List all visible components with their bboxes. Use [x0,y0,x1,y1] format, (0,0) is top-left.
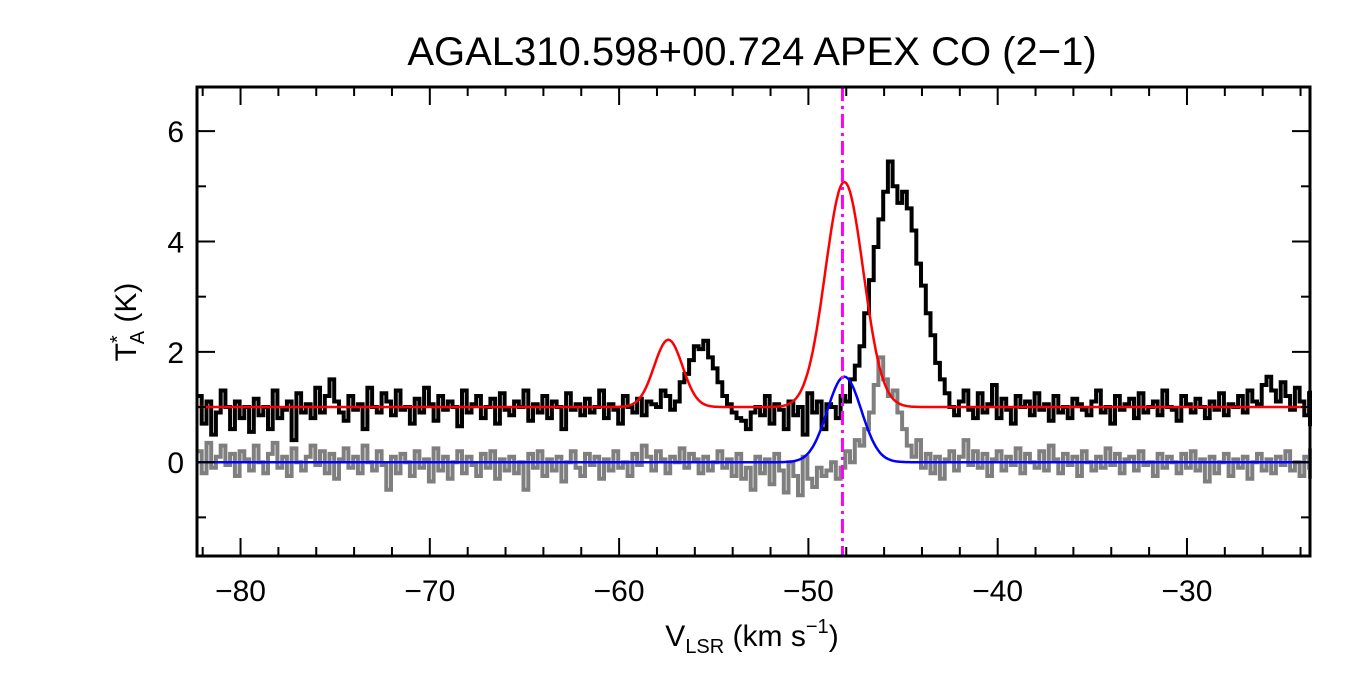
gaussian-fit-curve [197,180,1310,409]
plot-frame [195,85,1312,558]
observed-step-line [197,159,1312,443]
axis-ticks [197,87,1310,556]
gaussian-component-curve [197,375,1310,464]
residual-spectrum [197,355,1312,498]
y-tick-label: 2 [167,337,184,370]
y-tick-label: 6 [167,116,184,149]
x-tick-labels: −80 −70 −60 −50 −40 −30 [215,575,1212,608]
chart-title: AGAL310.598+00.724 APEX CO (2−1) [407,30,1096,74]
fit-curve-line [197,180,1310,409]
y-tick-label: 4 [167,226,184,259]
x-tick-label: −50 [783,575,834,608]
x-tick-label: −60 [594,575,645,608]
observed-spectrum [197,159,1312,443]
y-tick-label: 0 [167,447,184,480]
x-tick-label: −40 [972,575,1023,608]
x-tick-label: −70 [404,575,455,608]
y-axis-label: T*A (K) [107,283,149,362]
x-tick-label: −30 [1162,575,1213,608]
x-axis-label: VLSR (km s−1) [665,616,838,658]
x-tick-label: −80 [215,575,266,608]
residual-step-line [197,355,1312,498]
y-tick-labels: 0 2 4 6 [167,116,184,480]
component-curve-line [197,375,1310,464]
